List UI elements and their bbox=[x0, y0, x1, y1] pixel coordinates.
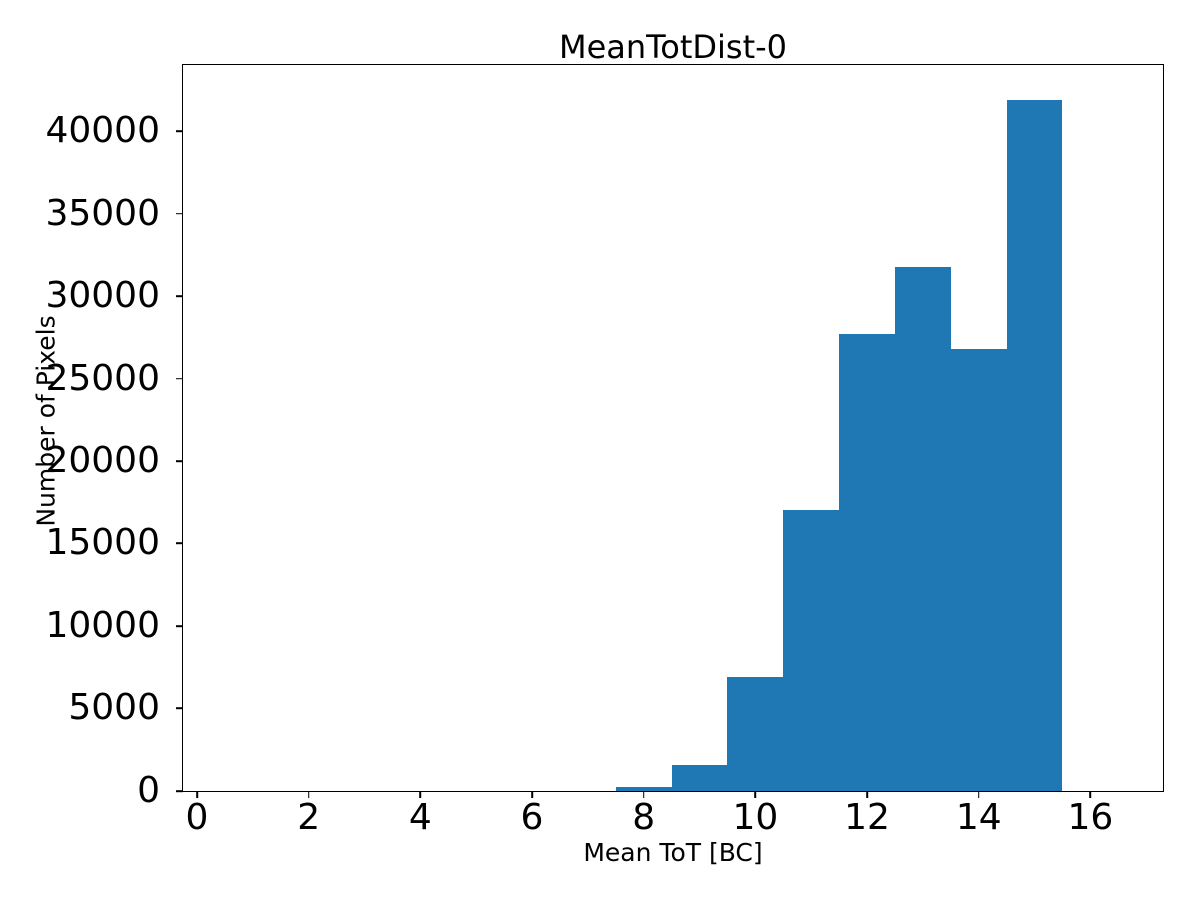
plot-area: 0 2 4 6 8 10 12 14 16 0 5000 10000 15000 20000 25000 30… bbox=[45, 64, 1164, 836]
x-axis-label: Mean ToT [BC] bbox=[583, 838, 763, 867]
y-tick-mark bbox=[176, 707, 183, 710]
x-tick-mark bbox=[531, 791, 533, 798]
y-tick-mark bbox=[176, 460, 183, 462]
x-tick-mark bbox=[977, 791, 980, 798]
histogram-bar bbox=[783, 509, 840, 791]
x-tick-label: 0 bbox=[185, 797, 209, 838]
y-tick-label: 0 bbox=[137, 770, 160, 811]
x-tick-mark bbox=[754, 791, 757, 798]
y-tick-mark bbox=[176, 377, 183, 380]
histogram-bar bbox=[615, 787, 672, 791]
histogram-bar bbox=[727, 676, 784, 791]
y-tick-mark bbox=[176, 542, 183, 545]
histogram-bar bbox=[1006, 99, 1063, 791]
y-tick-label: 30000 bbox=[45, 275, 160, 316]
histogram-bar bbox=[950, 349, 1007, 791]
x-tick-label: 2 bbox=[297, 797, 321, 838]
y-axis-label: Number of Pixels bbox=[31, 315, 61, 527]
x-tick-mark bbox=[196, 791, 198, 798]
x-tick-label: 4 bbox=[408, 797, 432, 838]
x-tick-mark bbox=[419, 791, 422, 798]
y-tick-label: 35000 bbox=[45, 192, 160, 234]
x-tick-label: 8 bbox=[632, 797, 656, 838]
x-tick-mark bbox=[642, 791, 645, 798]
y-tick-label: 15000 bbox=[45, 522, 160, 564]
x-tick-mark bbox=[866, 791, 868, 798]
y-tick-mark bbox=[176, 130, 183, 132]
x-tick-label: 10 bbox=[732, 797, 779, 838]
histogram-bar bbox=[671, 764, 728, 791]
x-tick-mark bbox=[1089, 791, 1092, 798]
y-tick-mark bbox=[176, 625, 183, 627]
chart-title: MeanTotDist-0 bbox=[558, 28, 788, 66]
x-tick-label: 14 bbox=[955, 797, 1002, 838]
y-tick-label: 10000 bbox=[45, 605, 160, 646]
x-tick-label: 16 bbox=[1067, 797, 1114, 838]
y-tick-label: 25000 bbox=[45, 357, 160, 399]
y-tick-label: 40000 bbox=[45, 110, 160, 151]
y-tick-label: 20000 bbox=[45, 440, 160, 481]
x-tick-label: 6 bbox=[520, 797, 544, 838]
y-tick-mark bbox=[176, 295, 183, 297]
y-tick-mark bbox=[176, 790, 183, 792]
x-tick-label: 12 bbox=[844, 797, 890, 838]
histogram-bar bbox=[839, 334, 895, 791]
x-tick-mark bbox=[307, 791, 310, 798]
histogram-bar bbox=[894, 267, 951, 791]
y-tick-mark bbox=[176, 212, 183, 215]
y-tick-label: 5000 bbox=[68, 687, 160, 729]
